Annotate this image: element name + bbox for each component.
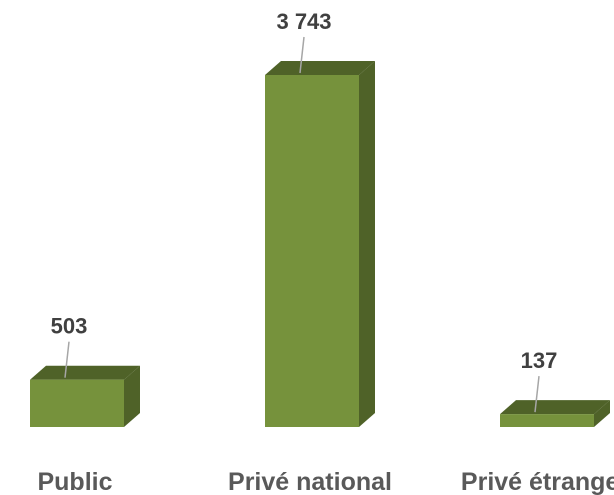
bar-2	[500, 400, 610, 427]
bar-0	[30, 365, 140, 427]
data-label-0: 503	[51, 314, 88, 339]
category-axis: Public Privé national Privé étranger	[37, 468, 614, 495]
data-labels-layer: 503 3 743 137	[51, 9, 558, 413]
bar-1	[265, 61, 375, 427]
bar-top-face	[265, 61, 375, 75]
bar-side-face	[359, 61, 375, 427]
data-label-1: 3 743	[276, 9, 331, 34]
bar-top-face	[30, 365, 140, 380]
category-label-0: Public	[37, 468, 112, 495]
bar-front-face	[500, 414, 594, 427]
bars-layer	[30, 61, 610, 427]
category-label-1: Privé national	[228, 468, 392, 495]
category-label-2: Privé étranger	[461, 468, 614, 495]
leader-line-0	[64, 341, 70, 378]
bar-side-face	[594, 400, 610, 427]
bar-front-face	[30, 379, 124, 427]
leader-line-2	[534, 376, 540, 413]
data-label-2: 137	[521, 348, 558, 373]
bar-front-face	[265, 75, 359, 427]
leader-line-1	[299, 36, 305, 74]
bar-side-face	[124, 365, 140, 427]
bar-top-face	[500, 400, 610, 415]
